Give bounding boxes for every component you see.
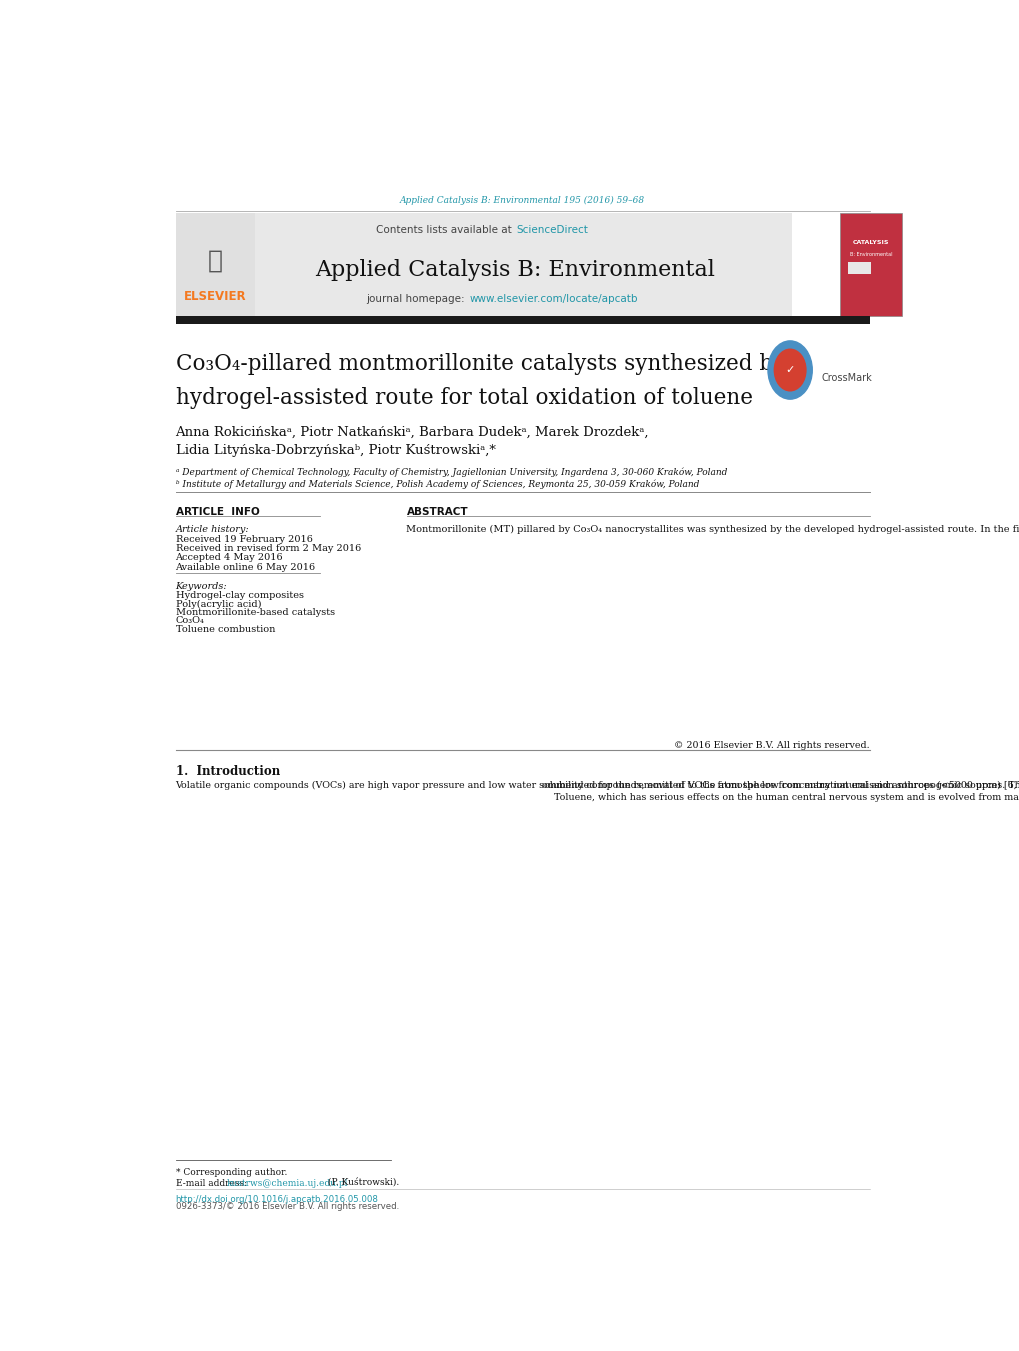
Text: ommended for the removal of VOCs from the low concentration emission sources (<5: ommended for the removal of VOCs from th… (541, 781, 1019, 801)
Text: Received in revised form 2 May 2016: Received in revised form 2 May 2016 (175, 544, 361, 553)
Text: 0926-3373/© 2016 Elsevier B.V. All rights reserved.: 0926-3373/© 2016 Elsevier B.V. All right… (175, 1202, 398, 1212)
Text: B: Environmental: B: Environmental (850, 253, 892, 257)
Text: Accepted 4 May 2016: Accepted 4 May 2016 (175, 554, 283, 562)
Text: www.elsevier.com/locate/apcatb: www.elsevier.com/locate/apcatb (470, 295, 638, 304)
Text: ᵇ Institute of Metallurgy and Materials Science, Polish Academy of Sciences, Rey: ᵇ Institute of Metallurgy and Materials … (175, 480, 698, 489)
Text: Toluene combustion: Toluene combustion (175, 626, 275, 634)
Text: Volatile organic compounds (VOCs) are high vapor pressure and low water solubili: Volatile organic compounds (VOCs) are hi… (175, 781, 1019, 789)
Text: hydrogel-assisted route for total oxidation of toluene: hydrogel-assisted route for total oxidat… (175, 386, 752, 409)
Text: 1.  Introduction: 1. Introduction (175, 765, 279, 778)
Text: Applied Catalysis B: Environmental: Applied Catalysis B: Environmental (315, 259, 714, 281)
Text: ᵃ Department of Chemical Technology, Faculty of Chemistry, Jagiellonian Universi: ᵃ Department of Chemical Technology, Fac… (175, 467, 727, 477)
Text: (P. Kuśtrowski).: (P. Kuśtrowski). (325, 1178, 399, 1188)
Text: 🌳: 🌳 (208, 249, 222, 273)
Text: CATALYSIS: CATALYSIS (853, 240, 889, 246)
Text: ARTICLE  INFO: ARTICLE INFO (175, 507, 259, 517)
FancyBboxPatch shape (848, 262, 870, 274)
Text: E-mail address:: E-mail address: (175, 1178, 250, 1188)
Text: Contents lists available at: Contents lists available at (376, 224, 515, 235)
Text: Anna Rokicińskaᵃ, Piotr Natkańskiᵃ, Barbara Dudekᵃ, Marek Drozdekᵃ,: Anna Rokicińskaᵃ, Piotr Natkańskiᵃ, Barb… (175, 426, 648, 439)
Text: Keywords:: Keywords: (175, 582, 227, 590)
Text: © 2016 Elsevier B.V. All rights reserved.: © 2016 Elsevier B.V. All rights reserved… (674, 742, 869, 750)
Circle shape (773, 349, 805, 390)
Text: journal homepage:: journal homepage: (366, 295, 468, 304)
Circle shape (767, 340, 811, 399)
Text: kustrws@chemia.uj.edu.pl: kustrws@chemia.uj.edu.pl (226, 1178, 347, 1188)
Text: http://dx.doi.org/10.1016/j.apcatb.2016.05.008: http://dx.doi.org/10.1016/j.apcatb.2016.… (175, 1194, 378, 1204)
Text: Lidia Lityńska-Dobrzyńskaᵇ, Piotr Kuśtrowskiᵃ,*: Lidia Lityńska-Dobrzyńskaᵇ, Piotr Kuśtro… (175, 444, 495, 457)
Text: CrossMark: CrossMark (820, 373, 871, 382)
Text: ELSEVIER: ELSEVIER (183, 290, 247, 304)
Text: Article history:: Article history: (175, 524, 249, 534)
Text: Received 19 February 2016: Received 19 February 2016 (175, 535, 312, 544)
Text: Montmorillonite (MT) pillared by Co₃O₄ nanocrystallites was synthesized by the d: Montmorillonite (MT) pillared by Co₃O₄ n… (407, 524, 1019, 534)
Text: Montmorillonite-based catalysts: Montmorillonite-based catalysts (175, 608, 334, 617)
Text: Applied Catalysis B: Environmental 195 (2016) 59–68: Applied Catalysis B: Environmental 195 (… (399, 196, 645, 205)
Text: ABSTRACT: ABSTRACT (407, 507, 468, 517)
Text: ScienceDirect: ScienceDirect (516, 224, 588, 235)
FancyBboxPatch shape (840, 213, 902, 316)
Text: Hydrogel-clay composites: Hydrogel-clay composites (175, 590, 304, 600)
FancyBboxPatch shape (175, 213, 255, 316)
Text: Co₃O₄-pillared montmorillonite catalysts synthesized by: Co₃O₄-pillared montmorillonite catalysts… (175, 353, 785, 376)
Text: Co₃O₄: Co₃O₄ (175, 616, 204, 626)
Text: * Corresponding author.: * Corresponding author. (175, 1167, 286, 1177)
Text: ✓: ✓ (785, 365, 794, 376)
FancyBboxPatch shape (175, 316, 869, 324)
Text: Available online 6 May 2016: Available online 6 May 2016 (175, 562, 315, 571)
Text: Poly(acrylic acid): Poly(acrylic acid) (175, 600, 261, 608)
FancyBboxPatch shape (175, 213, 792, 316)
